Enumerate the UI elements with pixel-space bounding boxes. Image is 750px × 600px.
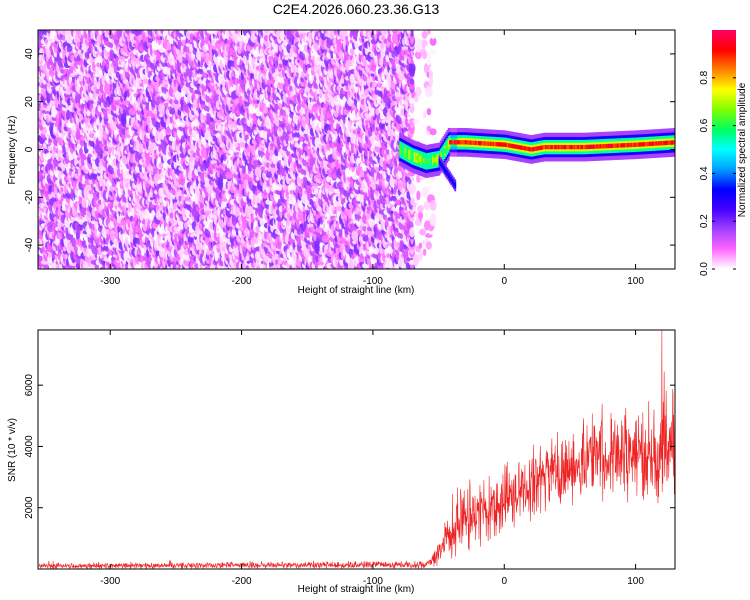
spectrogram-cell xyxy=(45,152,52,158)
spectrogram-noise-cells xyxy=(38,30,437,269)
figure-title: C2E4.2026.060.23.36.G13 xyxy=(273,1,440,17)
spectrogram-cell xyxy=(88,189,93,195)
